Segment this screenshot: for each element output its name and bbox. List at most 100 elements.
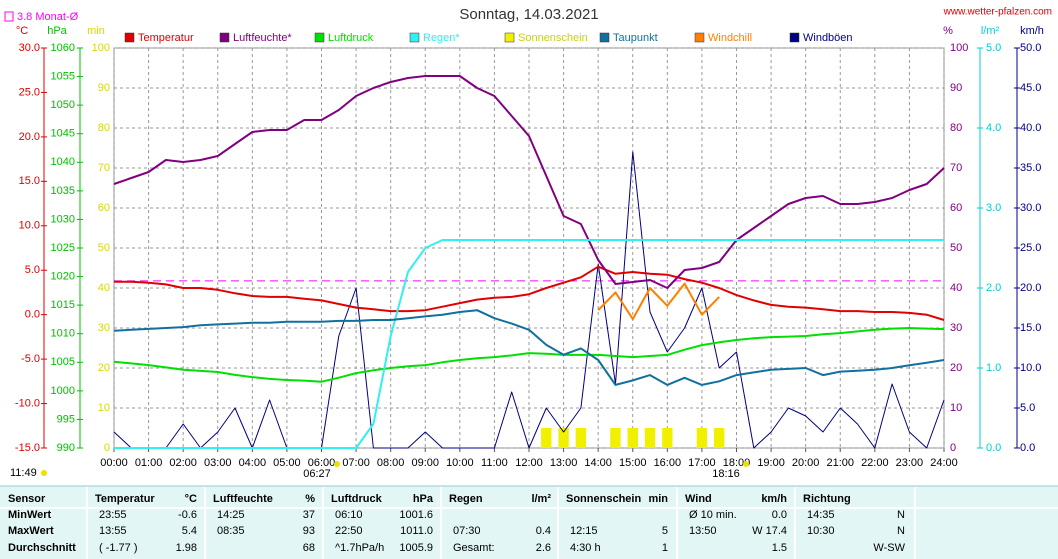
x-tick-label: 14:00 xyxy=(584,457,612,469)
legend-label: Luftfeuchte* xyxy=(233,32,292,44)
table-header: Richtung xyxy=(803,493,851,505)
sunshine-bar xyxy=(696,428,708,448)
axis-unit: min xyxy=(87,25,105,37)
y-tick-label: 80 xyxy=(950,122,962,134)
legend-label: Temperatur xyxy=(138,32,194,44)
x-tick-label: 02:00 xyxy=(169,457,197,469)
table-cell: 13:55 xyxy=(99,525,127,537)
table-header: Sonnenschein xyxy=(566,493,641,505)
y-tick-label: 100 xyxy=(950,42,968,54)
table-header: Wind xyxy=(685,493,712,505)
y-tick-label: 3.0 xyxy=(986,202,1001,214)
legend-label: Regen* xyxy=(423,32,460,44)
table-header-unit: min xyxy=(648,493,668,505)
y-tick-label: 1045 xyxy=(51,128,75,140)
x-tick-label: 11:00 xyxy=(481,457,508,469)
x-tick-label: 06:00 xyxy=(308,457,336,469)
y-tick-label: 20 xyxy=(950,362,962,374)
table-cell: 14:35 xyxy=(807,509,835,521)
y-tick-label: 25.0 xyxy=(19,86,40,98)
y-tick-label: 70 xyxy=(950,162,962,174)
sun-icon xyxy=(743,461,749,467)
y-tick-label: 20 xyxy=(98,362,110,374)
table-cell: Ø 10 min. xyxy=(689,509,737,521)
table-cell: 1001.6 xyxy=(399,509,433,521)
table-cell: 1 xyxy=(662,542,668,554)
y-tick-label: 30 xyxy=(950,322,962,334)
y-tick-label: 4.0 xyxy=(986,122,1001,134)
y-tick-label: 70 xyxy=(98,162,110,174)
table-header-unit: l/m² xyxy=(531,493,551,505)
y-tick-label: 1035 xyxy=(51,185,75,197)
y-tick-label: 995 xyxy=(57,413,75,425)
axis-unit: l/m² xyxy=(981,25,1000,37)
table-header-unit: % xyxy=(305,493,315,505)
y-tick-label: 20.0 xyxy=(19,131,40,143)
x-tick-label: 16:00 xyxy=(654,457,682,469)
y-tick-label: 50 xyxy=(950,242,962,254)
table-cell: 13:50 xyxy=(689,525,717,537)
legend-swatch xyxy=(504,32,515,43)
y-tick-label: 15.0 xyxy=(19,175,40,187)
table-cell: 1011.0 xyxy=(400,525,433,537)
source: www.wetter-pfalzen.com xyxy=(943,7,1052,18)
sunshine-bar xyxy=(644,428,656,448)
y-tick-label: 40 xyxy=(950,282,962,294)
table-cell: 1.5 xyxy=(772,542,787,554)
sunshine-bar xyxy=(541,428,552,448)
y-tick-label: 2.0 xyxy=(986,282,1001,294)
table-cell: 22:50 xyxy=(335,525,363,537)
daylength: 11:49 xyxy=(10,467,37,479)
series-line xyxy=(114,239,944,449)
y-tick-label: 40.0 xyxy=(1020,122,1041,134)
table-background xyxy=(0,486,1058,559)
y-tick-label: 1030 xyxy=(51,213,75,225)
reference-label: 3.8 Monat-Ø xyxy=(17,11,79,23)
y-tick-label: 0.0 xyxy=(986,442,1001,454)
table-header-unit: °C xyxy=(185,493,197,505)
x-tick-label: 18:00 xyxy=(723,457,751,469)
y-tick-label: 1060 xyxy=(51,42,75,54)
table-cell: 37 xyxy=(303,509,315,521)
y-tick-label: 10.0 xyxy=(19,220,40,232)
y-tick-label: 5.0 xyxy=(986,42,1001,54)
legend-swatch xyxy=(219,32,230,43)
table-row-label: MaxWert xyxy=(8,525,54,537)
y-tick-label: -5.0 xyxy=(21,353,40,365)
table-cell: 12:15 xyxy=(570,525,598,537)
x-tick-label: 21:00 xyxy=(826,457,854,469)
sunshine-bar xyxy=(714,428,725,448)
legend-label: Sonnenschein xyxy=(518,32,588,44)
table-cell: 5.4 xyxy=(182,525,197,537)
table-cell: 4:30 h xyxy=(570,542,601,554)
y-tick-label: 1005 xyxy=(51,356,75,368)
series-line xyxy=(114,265,945,321)
x-tick-label: 08:00 xyxy=(377,457,405,469)
y-tick-label: 1000 xyxy=(51,385,75,397)
y-tick-label: 5.0 xyxy=(25,264,40,276)
x-tick-label: 19:00 xyxy=(757,457,785,469)
y-tick-label: 20.0 xyxy=(1020,282,1041,294)
legend-label: Taupunkt xyxy=(613,32,658,44)
y-tick-label: 0 xyxy=(950,442,956,454)
x-tick-label: 23:00 xyxy=(896,457,924,469)
x-tick-label: 09:00 xyxy=(411,457,439,469)
sunshine-bar xyxy=(610,428,621,448)
table-header-unit: hPa xyxy=(413,493,434,505)
y-tick-label: -15.0 xyxy=(15,442,40,454)
table-cell: W 17.4 xyxy=(752,525,787,537)
table-cell: 2.6 xyxy=(536,542,551,554)
y-tick-label: 0.0 xyxy=(1020,442,1035,454)
table-cell: W-SW xyxy=(873,542,905,554)
x-tick-label: 04:00 xyxy=(239,457,267,469)
y-tick-label: 30 xyxy=(98,322,110,334)
legend-swatch xyxy=(314,32,325,43)
y-tick-label: 10 xyxy=(98,402,110,414)
reference-swatch xyxy=(4,11,14,22)
table-cell: ^1.7hPa/h xyxy=(335,542,384,554)
y-tick-label: 0 xyxy=(104,442,110,454)
table-cell: 23:55 xyxy=(99,509,127,521)
legend-swatch xyxy=(124,32,135,43)
y-tick-label: 10 xyxy=(950,402,962,414)
legend-label: Windchill xyxy=(708,32,752,44)
